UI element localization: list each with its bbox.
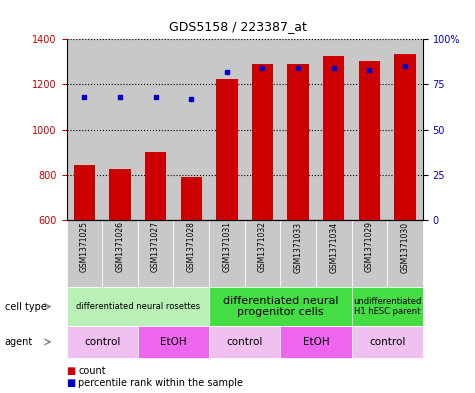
- Text: control: control: [84, 337, 120, 347]
- Text: differentiated neural rosettes: differentiated neural rosettes: [76, 302, 200, 311]
- Bar: [173, 39, 209, 220]
- Bar: [74, 165, 95, 220]
- Text: cell type: cell type: [5, 301, 47, 312]
- Bar: [102, 39, 138, 220]
- Bar: [66, 39, 102, 220]
- Bar: [245, 39, 280, 220]
- Text: ■: ■: [66, 378, 76, 388]
- Bar: [323, 56, 344, 220]
- Text: percentile rank within the sample: percentile rank within the sample: [78, 378, 243, 388]
- Text: control: control: [369, 337, 405, 347]
- Bar: [359, 61, 380, 220]
- Text: differentiated neural
progenitor cells: differentiated neural progenitor cells: [222, 296, 338, 317]
- Bar: [109, 169, 131, 220]
- Bar: [352, 39, 387, 220]
- Bar: [180, 177, 202, 220]
- Text: control: control: [227, 337, 263, 347]
- Text: agent: agent: [5, 337, 33, 347]
- Bar: [209, 39, 245, 220]
- Bar: [394, 54, 416, 220]
- Text: EtOH: EtOH: [160, 337, 187, 347]
- Bar: [316, 39, 352, 220]
- Text: GDS5158 / 223387_at: GDS5158 / 223387_at: [169, 20, 306, 33]
- Bar: [138, 39, 173, 220]
- Text: EtOH: EtOH: [303, 337, 329, 347]
- Bar: [287, 64, 309, 220]
- Text: ■: ■: [66, 366, 76, 376]
- Text: count: count: [78, 366, 106, 376]
- Text: undifferentiated
H1 hESC parent: undifferentiated H1 hESC parent: [353, 297, 421, 316]
- Bar: [387, 39, 423, 220]
- Bar: [145, 152, 166, 220]
- Bar: [252, 64, 273, 220]
- Bar: [280, 39, 316, 220]
- Bar: [216, 79, 238, 220]
